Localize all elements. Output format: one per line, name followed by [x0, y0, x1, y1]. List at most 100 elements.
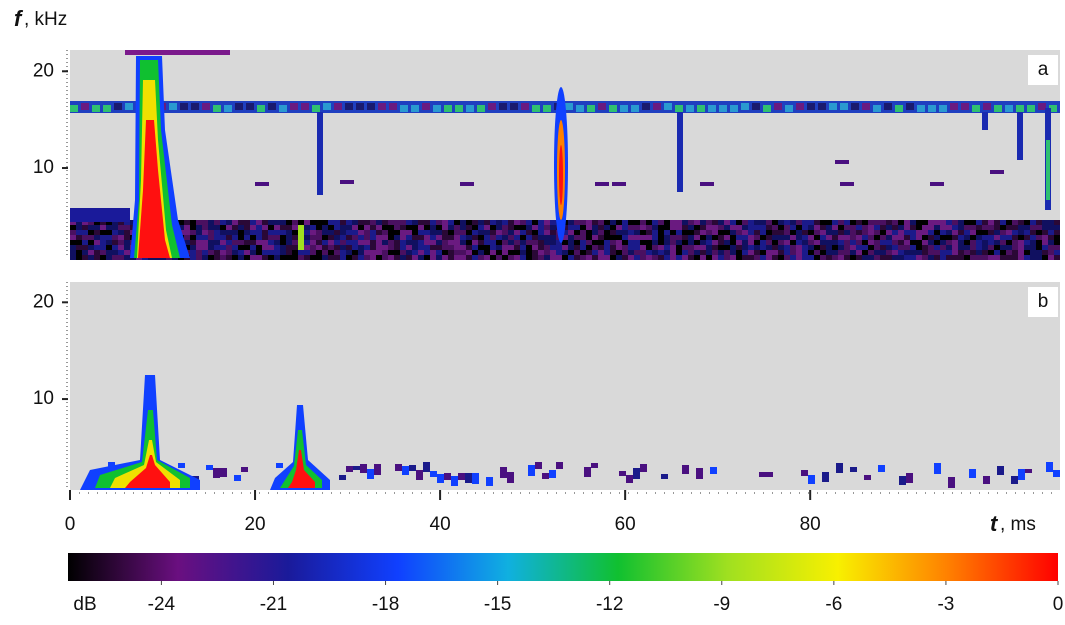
spectrogram-feature [712, 225, 718, 230]
spectrogram-feature [970, 255, 976, 260]
colorbar-tick-label: -24 [148, 594, 176, 615]
spectrogram-feature [514, 255, 520, 260]
spectrogram-feature [620, 105, 628, 112]
spectrogram-feature [400, 225, 406, 230]
spectrogram-feature [436, 255, 442, 260]
spectrogram-feature [76, 225, 82, 230]
spectrogram-feature [370, 255, 376, 260]
spectrogram-feature [388, 245, 394, 250]
spectrogram-feature [574, 245, 580, 250]
spectrogram-feature [496, 245, 502, 250]
spectrogram-feature [484, 245, 490, 250]
spectrogram-feature [1006, 250, 1012, 255]
spectrogram-feature [478, 225, 484, 230]
spectrogram-feature [406, 235, 412, 240]
spectrogram-feature [106, 230, 112, 235]
spectrogram-feature [106, 235, 112, 240]
spectrogram-feature [778, 230, 784, 235]
spectrogram-feature [616, 220, 622, 225]
spectrogram-feature [622, 245, 628, 250]
spectrogram-feature [1012, 250, 1018, 255]
spectrogram-feature [952, 230, 958, 235]
spectrogram-feature [323, 103, 331, 110]
spectrogram-feature [1030, 245, 1036, 250]
spectrogram-feature [874, 250, 880, 255]
spectrogram-feature [946, 225, 952, 230]
spectrogram-feature [904, 245, 910, 250]
spectrogram-feature [334, 255, 340, 260]
spectrogram-feature [1012, 230, 1018, 235]
spectrogram-feature [904, 250, 910, 255]
spectrogram-feature [748, 230, 754, 235]
spectrogram-feature [718, 225, 724, 230]
spectrogram-feature [916, 230, 922, 235]
spectrogram-feature [520, 245, 526, 250]
spectrogram-feature [520, 225, 526, 230]
spectrogram-feature [910, 220, 916, 225]
colorbar-tick-label: -21 [260, 594, 287, 615]
spectrogram-feature [510, 103, 518, 110]
spectrogram-feature [496, 240, 502, 245]
spectrogram-feature [424, 255, 430, 260]
spectrogram-feature [280, 235, 286, 240]
spectrogram-feature [898, 255, 904, 260]
spectrogram-feature [790, 250, 796, 255]
spectrogram-feature [418, 245, 424, 250]
spectrogram-feature [190, 230, 196, 235]
spectrogram-feature [406, 230, 412, 235]
spectrogram-feature [190, 235, 196, 240]
spectrogram-feature [238, 220, 244, 225]
spectrogram-feature [946, 250, 952, 255]
spectrogram-feature [772, 240, 778, 245]
spectrogram-feature [334, 240, 340, 245]
spectrogram-feature [814, 250, 820, 255]
spectrogram-feature [544, 255, 550, 260]
spectrogram-feature [466, 255, 472, 260]
spectrogram-feature [754, 225, 760, 230]
spectrogram-feature [640, 250, 646, 255]
spectrogram-feature [118, 235, 124, 240]
spectrogram-feature [730, 255, 736, 260]
spectrogram-feature [778, 255, 784, 260]
spectrogram-feature [526, 220, 532, 225]
spectrogram-feature [772, 245, 778, 250]
spectrogram-feature [232, 230, 238, 235]
spectrogram-feature [448, 225, 454, 230]
x-axis-symbol: t [990, 511, 999, 536]
spectrogram-feature [334, 230, 340, 235]
spectrogram-feature [584, 467, 591, 477]
spectrogram-feature [952, 245, 958, 250]
spectrogram-feature [934, 240, 940, 245]
spectrogram-feature [976, 235, 982, 240]
spectrogram-feature [634, 220, 640, 225]
spectrogram-feature [454, 250, 460, 255]
spectrogram-feature [850, 250, 856, 255]
spectrogram-feature [856, 240, 862, 245]
spectrogram-feature [268, 245, 274, 250]
spectrogram-feature [496, 225, 502, 230]
spectrogram-feature [898, 225, 904, 230]
spectrogram-feature [256, 240, 262, 245]
spectrogram-feature [958, 245, 964, 250]
spectrogram-feature [719, 105, 727, 112]
spectrogram-feature [904, 240, 910, 245]
spectrogram-feature [76, 240, 82, 245]
spectrogram-feature [892, 255, 898, 260]
spectrogram-feature [983, 103, 991, 110]
spectrogram-feature [202, 225, 208, 230]
spectrogram-feature [106, 250, 112, 255]
spectrogram-feature [922, 225, 928, 230]
spectrogram-feature [488, 103, 496, 110]
spectrogram-feature [598, 240, 604, 245]
spectrogram-feature [784, 250, 790, 255]
spectrogram-feature [1048, 235, 1054, 240]
spectrogram-feature [106, 240, 112, 245]
spectrogram-feature [754, 220, 760, 225]
spectrogram-feature [718, 250, 724, 255]
spectrogram-feature [310, 230, 316, 235]
spectrogram-feature [226, 245, 232, 250]
spectrogram-feature [940, 235, 946, 240]
spectrogram-feature [838, 225, 844, 230]
spectrogram-feature [508, 220, 514, 225]
spectrogram-feature [484, 235, 490, 240]
